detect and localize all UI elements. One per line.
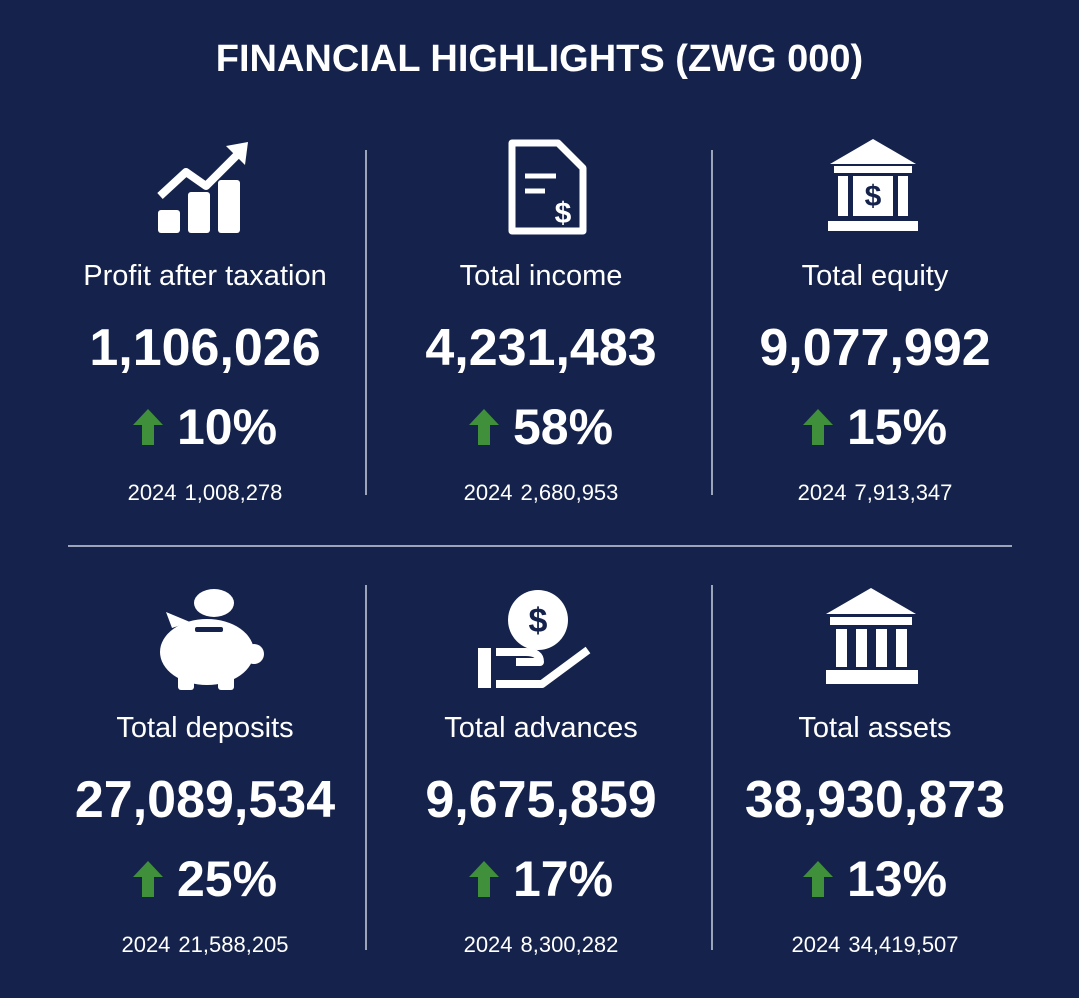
prior-year-value: 1,008,278 (184, 480, 283, 505)
prior-year-label: 2024 (127, 480, 177, 505)
change-text: 58% (512, 399, 614, 455)
change-text: 25% (176, 851, 278, 907)
item-label: Total income (459, 260, 623, 292)
prior-year-value: 21,588,205 (178, 932, 289, 957)
item-change: 17% (371, 850, 711, 908)
icon-piggy-bank (160, 589, 264, 690)
item-change: 15% (705, 398, 1045, 456)
svg-text:$: $ (529, 602, 548, 640)
svg-text:$: $ (865, 180, 882, 213)
prior-year-value: 2,680,953 (520, 480, 619, 505)
prior-year-label: 2024 (121, 932, 171, 957)
up-arrow (132, 409, 163, 445)
item-change: 25% (35, 850, 375, 908)
item-value: 27,089,534 (74, 771, 336, 829)
up-arrow (802, 861, 833, 897)
icon-document: $ (508, 139, 587, 235)
svg-text:$: $ (555, 197, 572, 230)
prior-year: 2024 34,419,507 (705, 932, 1045, 958)
item-label: Profit after taxation (83, 260, 327, 292)
prior-year: 2024 1,008,278 (35, 480, 375, 506)
icon-bank-dollar: $ (828, 139, 918, 231)
prior-year-value: 7,913,347 (854, 480, 953, 505)
prior-year-value: 34,419,507 (848, 932, 959, 957)
item-value: 4,231,483 (425, 319, 657, 377)
up-arrow (802, 409, 833, 445)
item-value: 9,077,992 (759, 319, 991, 377)
prior-year-value: 8,300,282 (520, 932, 619, 957)
prior-year: 2024 8,300,282 (371, 932, 711, 958)
item-value: 1,106,026 (89, 319, 321, 377)
up-arrow (468, 861, 499, 897)
prior-year: 2024 21,588,205 (35, 932, 375, 958)
item-label: Total equity (801, 260, 949, 292)
icon-bank (826, 588, 918, 684)
change-text: 15% (846, 399, 948, 455)
item-change: 10% (35, 398, 375, 456)
change-text: 13% (846, 851, 948, 907)
change-text: 17% (512, 851, 614, 907)
item-change: 58% (371, 398, 711, 456)
item-label: Total advances (444, 712, 638, 744)
prior-year: 2024 7,913,347 (705, 480, 1045, 506)
up-arrow (132, 861, 163, 897)
icon-hand-coin: $ (478, 590, 591, 688)
prior-year-label: 2024 (463, 480, 513, 505)
item-label: Total deposits (116, 712, 294, 744)
prior-year: 2024 2,680,953 (371, 480, 711, 506)
item-change: 13% (705, 850, 1045, 908)
item-label: Total assets (798, 712, 952, 744)
prior-year-label: 2024 (463, 932, 513, 957)
prior-year-label: 2024 (797, 480, 847, 505)
change-text: 10% (176, 399, 278, 455)
icon-growth (157, 142, 248, 233)
prior-year-label: 2024 (791, 932, 841, 957)
title: FINANCIAL HIGHLIGHTS (ZWG 000) (215, 38, 864, 80)
item-value: 9,675,859 (425, 771, 657, 829)
item-value: 38,930,873 (744, 771, 1006, 829)
up-arrow (468, 409, 499, 445)
